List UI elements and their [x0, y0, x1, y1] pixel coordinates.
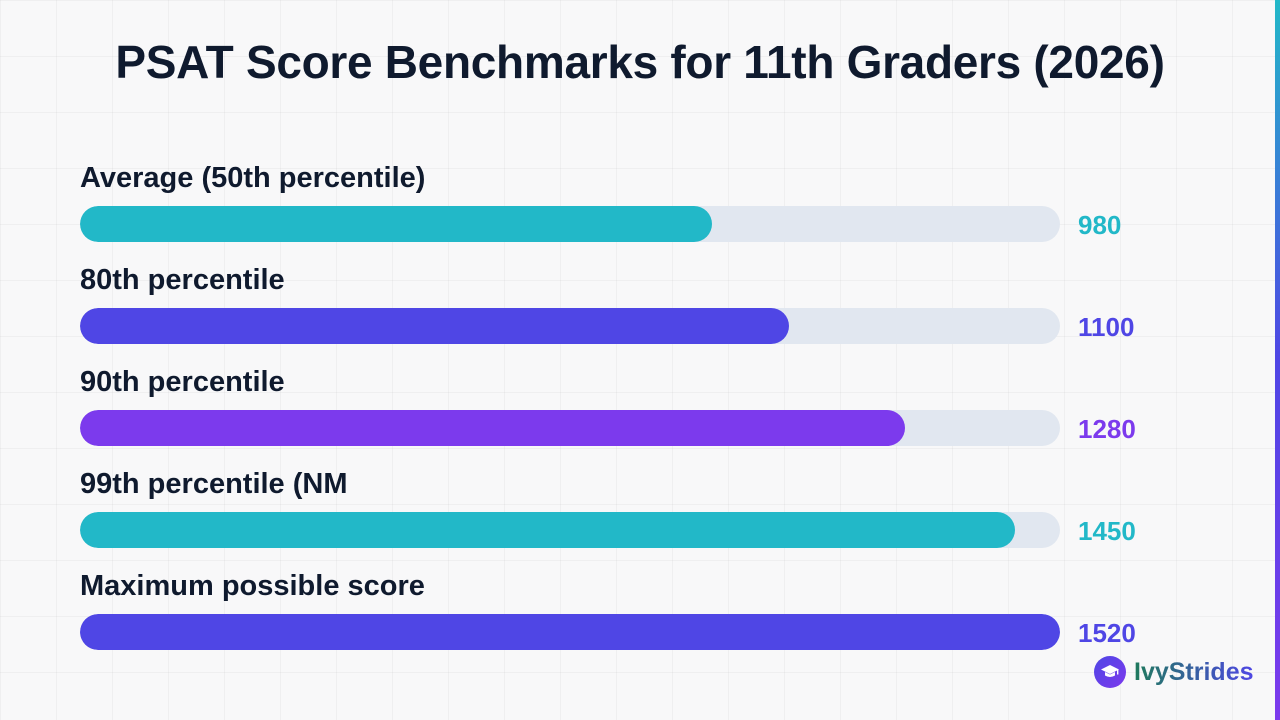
graduation-cap-icon — [1094, 656, 1126, 688]
bar-value-label: 1520 — [1078, 618, 1136, 648]
bar-value-label: 980 — [1078, 210, 1122, 240]
bar-row: Maximum possible score 1520 — [80, 568, 1180, 660]
bar-row: 80th percentile 1100 — [80, 262, 1180, 354]
bar-fill — [80, 512, 1015, 548]
bar-value-label: 1450 — [1078, 516, 1136, 546]
bar-track — [80, 614, 1060, 650]
bar-row: Average (50th percentile) 980 — [80, 160, 1180, 252]
bar-track — [80, 512, 1060, 548]
bar-label: Maximum possible score — [80, 570, 425, 602]
bar-track — [80, 410, 1060, 446]
chart-title: PSAT Score Benchmarks for 11th Graders (… — [115, 36, 1165, 88]
bar-row: 90th percentile 1280 — [80, 364, 1180, 456]
bar-label: 90th percentile — [80, 366, 285, 398]
brand-logo: IvyStrides — [1094, 655, 1254, 689]
bar-label: 80th percentile — [80, 264, 285, 296]
bar-value-label: 1280 — [1078, 414, 1136, 444]
brand-name: IvyStrides — [1134, 655, 1254, 689]
bar-value-label: 1100 — [1078, 312, 1135, 342]
bar-track — [80, 206, 1060, 242]
bar-fill — [80, 410, 905, 446]
bar-label: Average (50th percentile) — [80, 162, 426, 194]
accent-edge-strip — [1275, 0, 1280, 720]
bar-fill — [80, 206, 712, 242]
bar-track — [80, 308, 1060, 344]
bar-row: 99th percentile (NM 1450 — [80, 466, 1180, 558]
bar-label: 99th percentile (NM — [80, 468, 348, 500]
bar-fill — [80, 308, 789, 344]
bar-fill — [80, 614, 1060, 650]
